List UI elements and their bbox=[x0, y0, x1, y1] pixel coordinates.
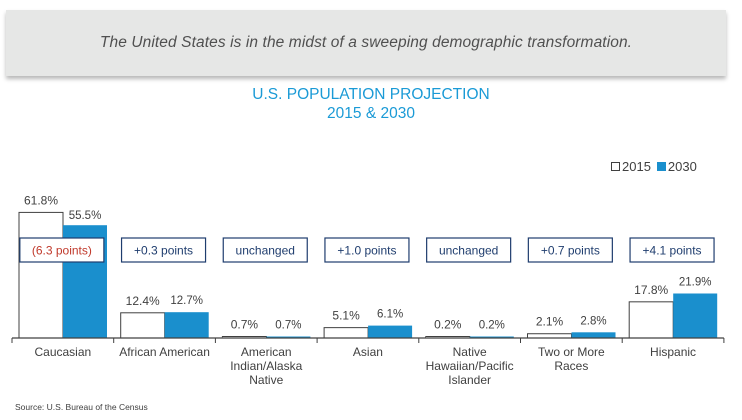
chart-legend: 2015 2030 bbox=[611, 159, 697, 174]
chart-title: U.S. POPULATION PROJECTION bbox=[252, 86, 490, 103]
bar-2030 bbox=[571, 332, 616, 338]
change-label: unchanged bbox=[439, 244, 498, 258]
headline-banner: The United States is in the midst of a s… bbox=[6, 10, 726, 76]
bar-2030 bbox=[266, 336, 311, 338]
category-label: Native bbox=[249, 373, 283, 387]
data-label-2030: 2.8% bbox=[580, 315, 606, 327]
category-label: African American bbox=[119, 345, 210, 359]
bar-2030 bbox=[368, 325, 413, 338]
data-label-2030: 12.7% bbox=[170, 295, 203, 307]
change-box bbox=[629, 237, 715, 263]
bar-2030 bbox=[164, 312, 209, 338]
change-box bbox=[19, 237, 105, 263]
data-label-2030: 55.5% bbox=[69, 210, 102, 222]
change-label: +0.3 points bbox=[134, 244, 193, 258]
category-label: Asian bbox=[353, 345, 383, 359]
data-label-2015: 2.1% bbox=[536, 315, 564, 329]
category-label: Native bbox=[453, 345, 487, 359]
change-box bbox=[120, 237, 207, 263]
change-box bbox=[426, 237, 512, 263]
data-label-2015: 61.8% bbox=[24, 193, 58, 207]
data-label-2015: 5.1% bbox=[332, 309, 360, 323]
change-box bbox=[527, 237, 613, 263]
chart-subtitle: 2015 & 2030 bbox=[327, 105, 415, 122]
bar-2015 bbox=[323, 327, 369, 339]
change-label: +4.1 points bbox=[643, 244, 702, 258]
data-label-2030: 6.1% bbox=[377, 309, 403, 321]
bar-2030 bbox=[469, 336, 514, 338]
legend-label-2030: 2030 bbox=[667, 159, 697, 174]
population-bar-chart: 61.8% 55.5% (6.3 points) Caucasian 12.4% 12.7… bbox=[11, 193, 725, 387]
data-label-2030: 21.9% bbox=[679, 276, 712, 288]
category-label: Hispanic bbox=[650, 345, 696, 359]
bar-2015 bbox=[527, 333, 572, 339]
change-box bbox=[222, 237, 308, 263]
legend-swatch-2015 bbox=[611, 162, 620, 171]
source-note: Source: U.S. Bureau of the Census bbox=[15, 402, 148, 412]
bar-2015 bbox=[628, 301, 674, 339]
data-label-2030: 0.7% bbox=[275, 320, 301, 332]
change-label: unchanged bbox=[236, 244, 295, 258]
bar-2015 bbox=[120, 312, 166, 339]
headline-text: The United States is in the midst of a s… bbox=[99, 34, 633, 51]
category-label: Hawaiian/Pacific bbox=[426, 359, 514, 373]
category-label: Races bbox=[554, 359, 588, 373]
data-label-2015: 0.7% bbox=[231, 318, 259, 332]
legend-swatch-2030 bbox=[656, 162, 666, 171]
data-label-2015: 12.4% bbox=[126, 294, 160, 308]
data-label-2015: 0.2% bbox=[434, 318, 462, 332]
category-label: Islander bbox=[448, 373, 491, 387]
change-label: (6.3 points) bbox=[32, 244, 92, 258]
category-label: American bbox=[241, 345, 292, 359]
data-label-2015: 17.8% bbox=[634, 283, 668, 297]
data-label-2030: 0.2% bbox=[479, 320, 505, 332]
change-label: +1.0 points bbox=[337, 244, 396, 258]
change-label: +0.7 points bbox=[541, 244, 600, 258]
change-box bbox=[324, 237, 410, 263]
bar-2030 bbox=[673, 293, 718, 338]
legend-label-2015: 2015 bbox=[622, 159, 651, 174]
bar-2015 bbox=[18, 211, 64, 339]
category-label: Two or More bbox=[538, 345, 605, 359]
category-label: Caucasian bbox=[34, 345, 91, 359]
category-label: Indian/Alaska bbox=[230, 359, 302, 373]
